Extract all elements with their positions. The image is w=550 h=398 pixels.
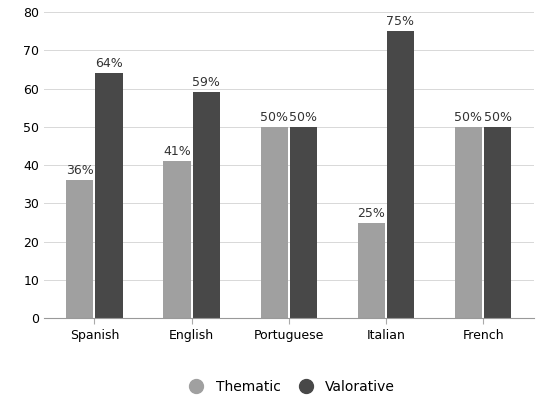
Bar <box>261 127 288 318</box>
Bar <box>192 92 220 318</box>
Text: 50%: 50% <box>454 111 482 124</box>
Text: 59%: 59% <box>192 76 220 89</box>
Text: 41%: 41% <box>163 145 191 158</box>
Text: 64%: 64% <box>95 57 123 70</box>
Bar <box>163 161 191 318</box>
Text: 50%: 50% <box>483 111 512 124</box>
Bar <box>95 73 123 318</box>
Text: 75%: 75% <box>387 15 415 28</box>
Bar <box>484 127 512 318</box>
Text: 50%: 50% <box>289 111 317 124</box>
Bar <box>455 127 482 318</box>
Text: 50%: 50% <box>260 111 288 124</box>
Bar <box>387 31 414 318</box>
Text: 36%: 36% <box>66 164 94 178</box>
Bar <box>66 181 94 318</box>
Text: 25%: 25% <box>358 207 385 220</box>
Bar <box>290 127 317 318</box>
Bar <box>358 222 385 318</box>
Legend: Thematic, Valorative: Thematic, Valorative <box>177 375 400 398</box>
